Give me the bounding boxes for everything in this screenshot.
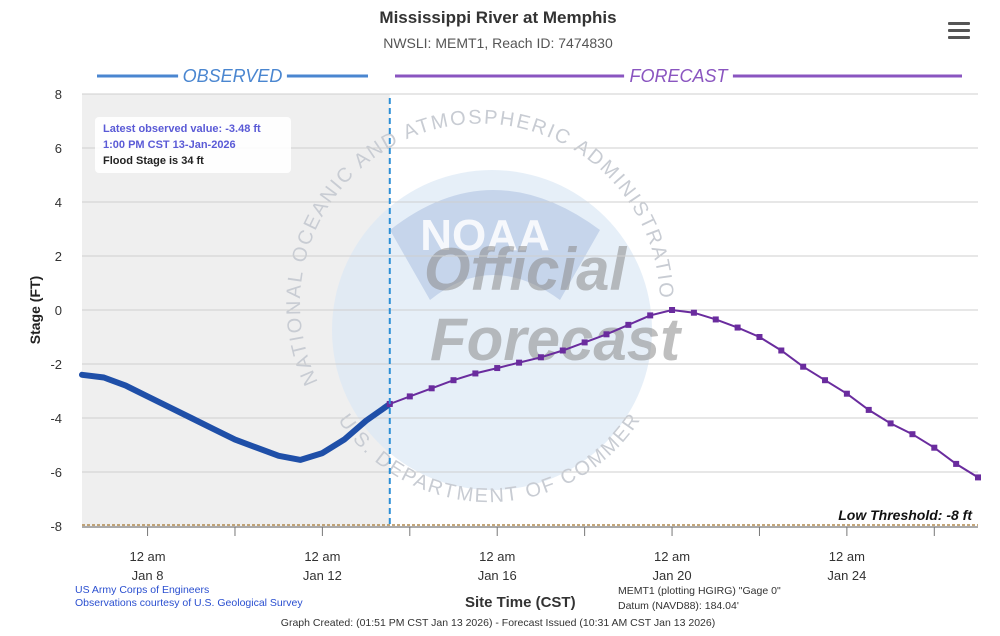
forecast-point-marker (843, 390, 850, 397)
y-tick-label: 4 (55, 195, 62, 210)
forecast-point-marker (931, 444, 938, 451)
x-tick-label: 12 am (129, 549, 165, 564)
x-tick-label: 12 am (304, 549, 340, 564)
x-tick-label: Jan 20 (653, 568, 692, 583)
forecast-point-marker (581, 339, 588, 346)
y-tick-label: 2 (55, 249, 62, 264)
forecast-point-marker (975, 474, 981, 481)
forecast-point-marker (690, 309, 697, 316)
latest-value: Latest observed value: -3.48 ft (103, 123, 261, 135)
forecast-point-marker (669, 307, 676, 313)
forecast-point-marker (559, 347, 566, 354)
hamburger-menu-icon[interactable] (944, 18, 974, 44)
gauge-info: MEMT1 (plotting HGIRG) "Gage 0" Datum (N… (618, 584, 781, 614)
x-tick-label: Jan 24 (827, 568, 866, 583)
y-axis-title: Stage (FT) (27, 276, 43, 344)
y-tick-label: 6 (55, 141, 62, 156)
graph-footer: Graph Created: (01:51 PM CST Jan 13 2026… (280, 617, 716, 629)
forecast-point-marker (625, 321, 632, 328)
forecast-point-marker (406, 393, 413, 400)
y-tick-label: 8 (55, 87, 62, 102)
credit-usace[interactable]: US Army Corps of Engineers (75, 584, 210, 596)
credit-usgs[interactable]: Observations courtesy of U.S. Geological… (75, 597, 303, 609)
forecast-point-marker (450, 377, 457, 384)
x-tick-label: 12 am (654, 549, 690, 564)
flood-stage: Flood Stage is 34 ft (103, 155, 204, 167)
watermark-official: Official (424, 236, 628, 303)
latest-time: 1:00 PM CST 13-Jan-2026 (103, 139, 236, 151)
forecast-point-marker (800, 363, 807, 370)
y-tick-label: -4 (50, 411, 62, 426)
forecast-point-marker (756, 334, 763, 340)
forecast-point-marker (647, 312, 654, 319)
latest-observation-box: Latest observed value: -3.48 ft 1:00 PM … (95, 117, 291, 173)
forecast-point-marker (537, 354, 544, 361)
x-axis-title: Site Time (CST) (465, 594, 576, 611)
y-tick-label: -2 (50, 357, 62, 372)
y-tick-label: 0 (55, 303, 62, 318)
gauge-datum: Datum (NAVD88): 184.04' (618, 600, 739, 612)
forecast-point-marker (909, 431, 916, 438)
chart-title: Mississippi River at Memphis (379, 8, 617, 27)
forecast-point-marker (865, 406, 872, 413)
low-threshold-label: Low Threshold: -8 ft (838, 507, 973, 523)
forecast-point-marker (953, 460, 960, 467)
data-credits: US Army Corps of Engineers Observations … (75, 584, 303, 610)
chart-subtitle: NWSLI: MEMT1, Reach ID: 7474830 (383, 35, 613, 51)
forecast-series-line (389, 308, 979, 479)
forecast-point-marker (603, 331, 610, 338)
watermark-logo: NOAA (420, 211, 550, 260)
forecast-point-marker (887, 420, 894, 427)
forecast-point-marker (472, 370, 479, 377)
forecast-point-marker (822, 377, 829, 384)
forecast-point-marker (778, 347, 785, 354)
observed-series-line (79, 371, 393, 463)
y-tick-label: -8 (50, 519, 62, 534)
forecast-point-marker (428, 385, 435, 392)
x-tick-label: Jan 8 (132, 568, 164, 583)
x-tick-label: 12 am (479, 549, 515, 564)
forecast-point-marker (734, 324, 741, 331)
watermark-forecast: Forecast (430, 306, 683, 373)
y-tick-label: -6 (50, 465, 62, 480)
gauge-plotting: MEMT1 (plotting HGIRG) "Gage 0" (618, 585, 781, 597)
forecast-point-marker (516, 359, 523, 366)
forecast-point-marker (494, 365, 501, 372)
observed-header-label: OBSERVED (183, 66, 283, 86)
x-tick-label: Jan 12 (303, 568, 342, 583)
forecast-header-label: FORECAST (629, 66, 729, 86)
x-tick-label: 12 am (829, 549, 865, 564)
forecast-point-marker (712, 316, 719, 323)
x-tick-label: Jan 16 (478, 568, 517, 583)
